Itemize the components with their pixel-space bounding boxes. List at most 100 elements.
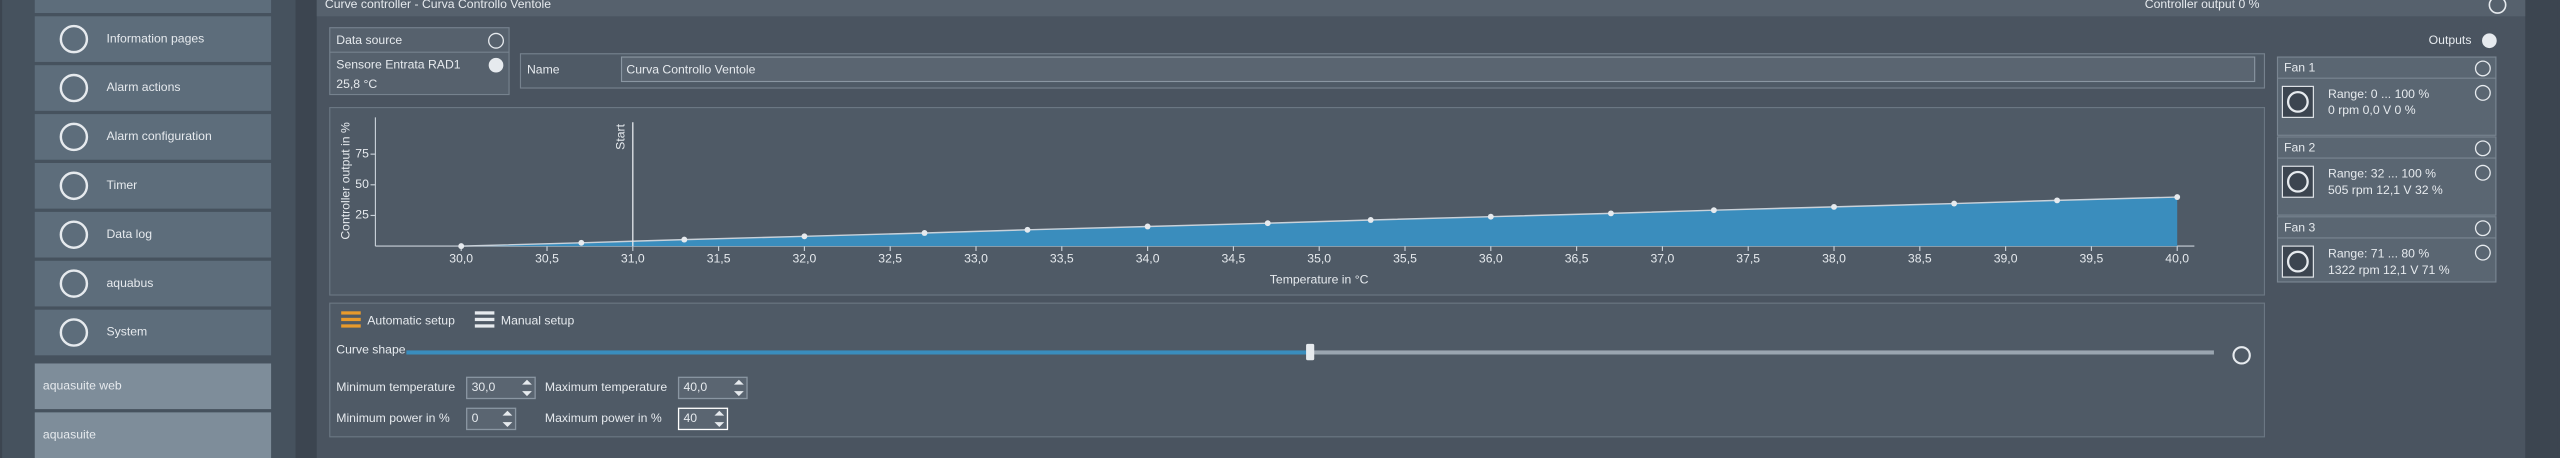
fan-info[interactable]: [2474, 244, 2491, 261]
fan-info[interactable]: [2474, 84, 2491, 101]
field-input[interactable]: [677, 376, 748, 400]
point[interactable]: [801, 233, 808, 240]
close-button[interactable]: [2488, 0, 2507, 14]
x-tick-label: 30,5: [535, 251, 559, 265]
point[interactable]: [1144, 223, 1151, 230]
point[interactable]: [1710, 207, 1717, 214]
field-input[interactable]: [466, 376, 536, 400]
x-tick-label: 36,0: [1479, 251, 1503, 265]
point[interactable]: [1367, 217, 1374, 223]
data-source-title: Data source: [336, 33, 402, 47]
line: [461, 196, 2178, 247]
point[interactable]: [458, 243, 465, 250]
x-tick-label: 31,0: [621, 251, 645, 265]
field-label: Minimum temperature: [336, 380, 455, 394]
sidebar-items: Information pages Alarm actions Alarm conf…: [34, 16, 272, 458]
point[interactable]: [1487, 213, 1494, 220]
sidebar-item-cut: [34, 0, 272, 14]
sidebar-item[interactable]: [34, 260, 272, 307]
x-tick-label: 35,0: [1307, 251, 1331, 265]
fan-name: Fan 2: [2284, 141, 2315, 155]
sidebar-label: Information pages: [106, 31, 204, 45]
fan-status: 1322 rpm 12,1 V 71 %: [2328, 263, 2450, 277]
sidebar-label: Data log: [106, 227, 152, 241]
x-tick-label: 30,0: [449, 251, 473, 265]
point[interactable]: [2174, 194, 2181, 200]
x-tick-label: 32,0: [793, 251, 817, 265]
x-tick-label: 39,0: [1994, 251, 2018, 265]
sidebar-item[interactable]: [34, 16, 272, 62]
spinner[interactable]: [522, 379, 532, 397]
sidebar-item[interactable]: [34, 211, 272, 258]
fan-remove[interactable]: [2474, 220, 2491, 237]
sidebar-item[interactable]: [34, 162, 272, 209]
field-input[interactable]: [677, 407, 729, 431]
sidebar-item[interactable]: [34, 114, 272, 160]
automatic-setup[interactable]: Automatic setup: [367, 313, 455, 327]
field-value: 40,0: [683, 380, 707, 394]
sidebar-button[interactable]: [34, 363, 272, 410]
spinner[interactable]: [502, 410, 513, 428]
slider-track: [1310, 350, 2214, 355]
y-tick-label: 75: [355, 146, 369, 160]
add-source[interactable]: [488, 57, 504, 73]
point[interactable]: [1264, 220, 1271, 227]
icon: [474, 311, 495, 315]
chart-box: [329, 107, 2266, 296]
data-source-box: [329, 27, 510, 96]
fields: Minimum temperature 30,0 Maximum temperatu…: [336, 376, 748, 431]
sidebar-button[interactable]: [34, 412, 272, 458]
fan-name: Fan 1: [2284, 61, 2315, 75]
sidebar-label: System: [106, 325, 147, 339]
x-tick-label: 40,0: [2165, 251, 2189, 265]
fan-icon-blade: [2286, 90, 2309, 113]
sidebar-icon: [59, 269, 89, 298]
spinner[interactable]: [714, 410, 725, 428]
spinner[interactable]: [733, 379, 744, 397]
refresh-button[interactable]: [2232, 346, 2251, 365]
fan-remove[interactable]: [2474, 140, 2491, 157]
point[interactable]: [1607, 210, 1614, 217]
outputs-title: Outputs: [2429, 33, 2472, 47]
sidebar-label: aquabus: [106, 276, 153, 290]
window-title: Curve controller - Curva Controllo Vento…: [325, 0, 551, 11]
sensor-value: 25,8 °C: [336, 77, 377, 91]
icon: [474, 317, 495, 322]
fan-icon-blade: [2286, 250, 2309, 273]
x-tick-label: 38,5: [1908, 251, 1932, 265]
point[interactable]: [1951, 200, 1958, 207]
slider-fill: [406, 350, 1311, 355]
name-label: Name: [527, 62, 560, 76]
sidebar-item[interactable]: [34, 65, 272, 111]
point[interactable]: [578, 239, 585, 246]
remove-source[interactable]: [488, 32, 505, 49]
add-output[interactable]: [2482, 33, 2497, 49]
sidebar-item[interactable]: [34, 309, 272, 356]
x-tick-label: 37,0: [1651, 251, 1675, 265]
point[interactable]: [1024, 226, 1031, 233]
manual-setup[interactable]: Manual setup: [501, 313, 575, 327]
fan-range: Range: 32 ... 100 %: [2328, 167, 2436, 181]
setup-box: [329, 302, 2266, 438]
slider-thumb[interactable]: [1306, 343, 1315, 361]
point[interactable]: [681, 236, 688, 243]
point[interactable]: [1831, 203, 1837, 210]
fan-remove[interactable]: [2474, 60, 2491, 77]
x-tick-label: 34,5: [1222, 251, 1246, 265]
x-tick-label: 39,5: [2080, 251, 2104, 265]
y-tick-label: 50: [355, 177, 369, 191]
fan-range: Range: 0 ... 100 %: [2328, 87, 2429, 101]
fan-name: Fan 3: [2284, 220, 2315, 234]
fan-info[interactable]: [2474, 164, 2491, 181]
fan-status: 505 rpm 12,1 V 32 %: [2328, 183, 2443, 197]
sidebar-icon: [59, 318, 89, 347]
field-input[interactable]: [466, 407, 517, 431]
point[interactable]: [921, 230, 928, 236]
point[interactable]: [2054, 197, 2061, 204]
name-input[interactable]: [620, 56, 2256, 83]
sidebar-button-label: aquasuite web: [43, 379, 122, 393]
fan-status: 0 rpm 0,0 V 0 %: [2328, 103, 2416, 117]
